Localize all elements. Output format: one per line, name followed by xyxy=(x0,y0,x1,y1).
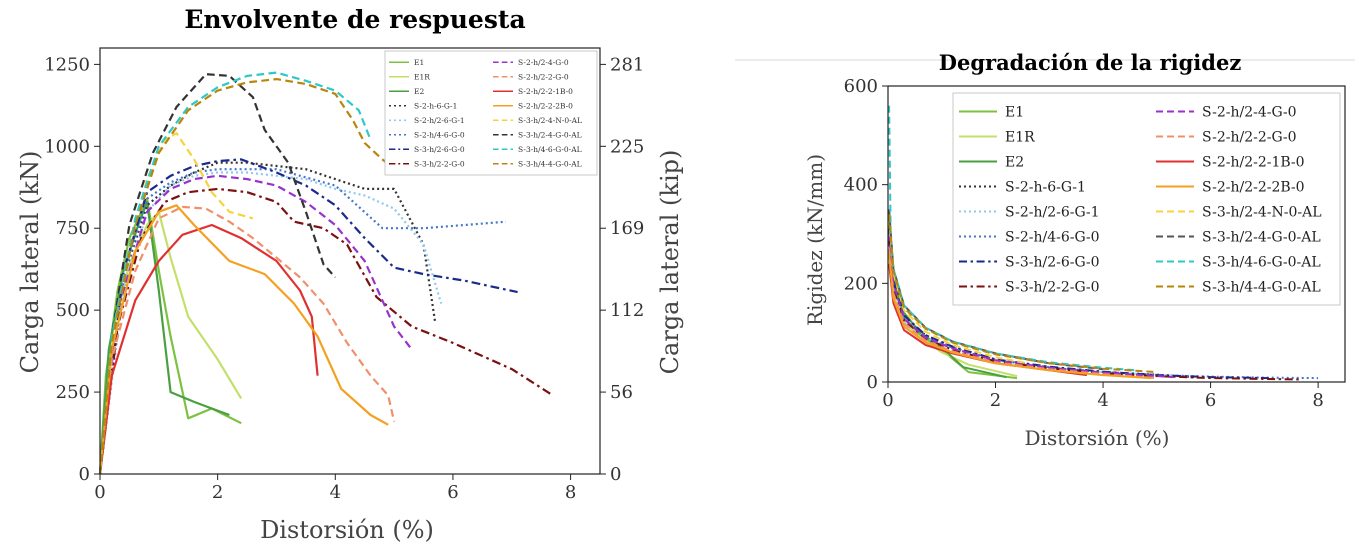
series-line-s-3-h-4-4-g-0-al xyxy=(888,214,1157,374)
legend-label: S-2-h/2-2-G-0 xyxy=(1202,130,1297,146)
legend-label: S-3-h/4-4-G-0-AL xyxy=(1202,280,1321,296)
legend-label: S-3-h/2-4-N-0-AL xyxy=(518,116,582,125)
y-axis-label-right: Carga lateral (kip) xyxy=(656,150,684,375)
legend-label: S-3-h/2-4-N-0-AL xyxy=(1202,205,1322,221)
y-right-tick-label: 0 xyxy=(610,464,621,485)
legend-label: S-3-h/2-6-G-0 xyxy=(414,145,465,154)
series-line-s-2-h-2-2-2b-0 xyxy=(888,253,1152,380)
legend-label: S-3-h/2-2-G-0 xyxy=(1005,280,1100,296)
x-axis-label: Distorsión (%) xyxy=(1025,426,1170,450)
legend-label: S-2-h/2-6-G-1 xyxy=(414,116,465,125)
chart-envolvente: Envolvente de respuesta 0 2 4 6 8 0 250 500 750 1… xyxy=(16,5,684,544)
y-tick-label: 1250 xyxy=(44,54,90,75)
series-line-s-3-h-2-2-g-0 xyxy=(888,238,1303,381)
legend-label: S-2-h/2-2-2B-0 xyxy=(518,101,573,110)
legend-label: E2 xyxy=(1005,155,1024,171)
series-line-e2 xyxy=(98,200,230,475)
y-tick-label: 400 xyxy=(844,175,878,196)
legend-label: E1 xyxy=(414,58,424,67)
x-tick-label: 0 xyxy=(882,390,893,411)
legend-label: S-2-h/2-2-G-0 xyxy=(518,72,569,81)
series-line-s-2-h-2-2-1b-0 xyxy=(98,223,319,475)
x-tick-label: 4 xyxy=(330,482,341,503)
y-axis-label: Carga lateral (kN) xyxy=(16,151,44,374)
legend-label: S-2-h/4-6-G-0 xyxy=(1005,230,1100,246)
y-tick-label: 0 xyxy=(79,464,90,485)
series-line-s-3-h-4-4-g-0-al xyxy=(98,78,395,475)
legend-label: S-2-h-6-G-1 xyxy=(1005,180,1086,196)
legend-label: E1R xyxy=(1005,130,1035,146)
legend-label: S-3-h/2-4-G-0-AL xyxy=(518,130,582,139)
y-right-tick-label: 56 xyxy=(610,382,633,403)
x-tick-label: 0 xyxy=(94,482,105,503)
legend-label: E1 xyxy=(1005,105,1024,121)
x-tick-label: 6 xyxy=(1205,390,1216,411)
legend-label: S-2-h/2-2-2B-0 xyxy=(1202,180,1305,196)
y-right-tick-label: 112 xyxy=(610,300,644,321)
y-tick-label: 0 xyxy=(867,372,878,393)
series-line-s-2-h-2-2-2b-0 xyxy=(98,204,389,475)
y-tick-label: 1000 xyxy=(44,136,90,157)
legend-label: E1R xyxy=(414,72,430,81)
y-tick-label: 600 xyxy=(844,76,878,97)
series-line-s-2-h-2-4-g-0 xyxy=(98,174,413,475)
legend: E1 E1R E2 S-2-h-6-G-1 S-2-h/2-6-G-1 S-2-h/4-6… xyxy=(384,50,598,176)
legend-label: S-2-h/2-2-1B-0 xyxy=(1202,155,1305,171)
y-tick-label: 200 xyxy=(844,273,878,294)
y-axis-label: Rigidez (kN/mm) xyxy=(803,154,827,326)
axis-ticks: 0 2 4 6 8 0 200 400 600 xyxy=(844,76,1324,411)
legend-box xyxy=(384,50,598,176)
series-group xyxy=(888,105,1319,381)
legend-label: S-2-h-6-G-1 xyxy=(414,101,457,110)
legend-label: S-2-h/2-6-G-1 xyxy=(1005,205,1100,221)
y-right-tick-label: 169 xyxy=(610,218,644,239)
legend-label: S-2-h/2-2-1B-0 xyxy=(518,87,573,96)
x-tick-label: 6 xyxy=(447,482,458,503)
chart-rigidez: Degradación de la rigidez 0 2 4 6 8 0 200 400 60… xyxy=(735,50,1355,450)
axis-ticks: 0 2 4 6 8 0 250 500 750 1000 1250 0 56 112 169 225 281 xyxy=(44,54,644,503)
y-tick-label: 500 xyxy=(56,300,90,321)
legend-label: S-3-h/2-6-G-0 xyxy=(1005,255,1100,271)
plot-frame xyxy=(99,47,601,475)
legend-box xyxy=(952,92,1341,306)
y-right-tick-label: 281 xyxy=(610,54,644,75)
legend-label: S-2-h/2-4-G-0 xyxy=(1202,105,1297,121)
x-tick-label: 8 xyxy=(1312,390,1323,411)
series-line-s-3-h-2-4-n-0-al xyxy=(888,219,1028,365)
series-line-s-2-h-6-g-1 xyxy=(98,161,437,475)
x-tick-label: 4 xyxy=(1097,390,1108,411)
series-line-s-2-h-4-6-g-0 xyxy=(98,168,506,475)
legend-label: E2 xyxy=(414,87,424,96)
legend-label: S-3-h/4-6-G-0-AL xyxy=(1202,255,1321,271)
legend-label: S-3-h/2-4-G-0-AL xyxy=(1202,230,1321,246)
y-tick-label: 250 xyxy=(56,382,90,403)
series-line-e1 xyxy=(98,197,242,475)
x-tick-label: 8 xyxy=(565,482,576,503)
x-axis-label: Distorsión (%) xyxy=(260,516,434,544)
legend-label: S-3-h/4-4-G-0-AL xyxy=(518,159,582,168)
chart-title: Envolvente de respuesta xyxy=(184,5,525,34)
legend: E1 E1R E2 S-2-h-6-G-1 S-2-h/2-6-G-1 S-2-h/4-6… xyxy=(952,92,1341,306)
legend-label: S-3-h/4-6-G-0-AL xyxy=(518,145,582,154)
series-group xyxy=(98,71,554,475)
x-tick-label: 2 xyxy=(212,482,223,503)
series-line-s-2-h-2-2-g-0 xyxy=(98,205,396,475)
chart-title: Degradación de la rigidez xyxy=(939,50,1242,75)
y-tick-label: 750 xyxy=(56,218,90,239)
x-tick-label: 2 xyxy=(990,390,1001,411)
legend-label: S-2-h/4-6-G-0 xyxy=(414,130,465,139)
legend-label: S-2-h/2-4-G-0 xyxy=(518,58,569,67)
series-line-s-2-h-2-4-g-0 xyxy=(888,233,1174,379)
series-line-s-3-h-4-6-g-0-al xyxy=(98,71,372,475)
plot-frame xyxy=(887,85,1346,383)
series-line-s-3-h-2-2-g-0 xyxy=(98,187,554,475)
series-line-s-2-h-2-6-g-1 xyxy=(98,171,443,475)
y-right-tick-label: 225 xyxy=(610,136,644,157)
legend-label: S-3-h/2-2-G-0 xyxy=(414,159,465,168)
series-line-s-3-h-2-4-g-0-al xyxy=(98,73,337,475)
series-line-s-3-h-2-6-g-0 xyxy=(98,158,518,475)
